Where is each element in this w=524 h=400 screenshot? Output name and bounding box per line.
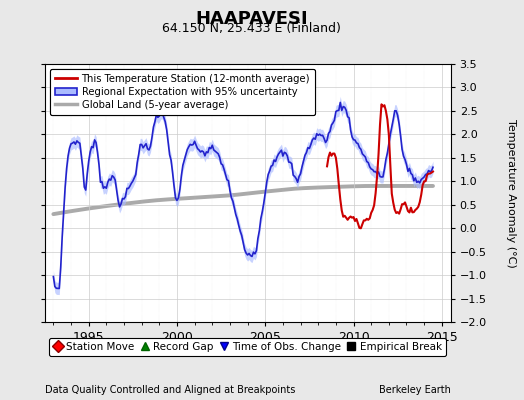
Legend: This Temperature Station (12-month average), Regional Expectation with 95% uncer: This Temperature Station (12-month avera… (50, 69, 315, 115)
Text: HAAPAVESI: HAAPAVESI (195, 10, 308, 28)
Legend: Station Move, Record Gap, Time of Obs. Change, Empirical Break: Station Move, Record Gap, Time of Obs. C… (49, 338, 446, 356)
Text: Berkeley Earth: Berkeley Earth (379, 385, 451, 395)
Text: 64.150 N, 25.433 E (Finland): 64.150 N, 25.433 E (Finland) (162, 22, 341, 35)
Y-axis label: Temperature Anomaly (°C): Temperature Anomaly (°C) (506, 119, 516, 267)
Text: Data Quality Controlled and Aligned at Breakpoints: Data Quality Controlled and Aligned at B… (45, 385, 295, 395)
